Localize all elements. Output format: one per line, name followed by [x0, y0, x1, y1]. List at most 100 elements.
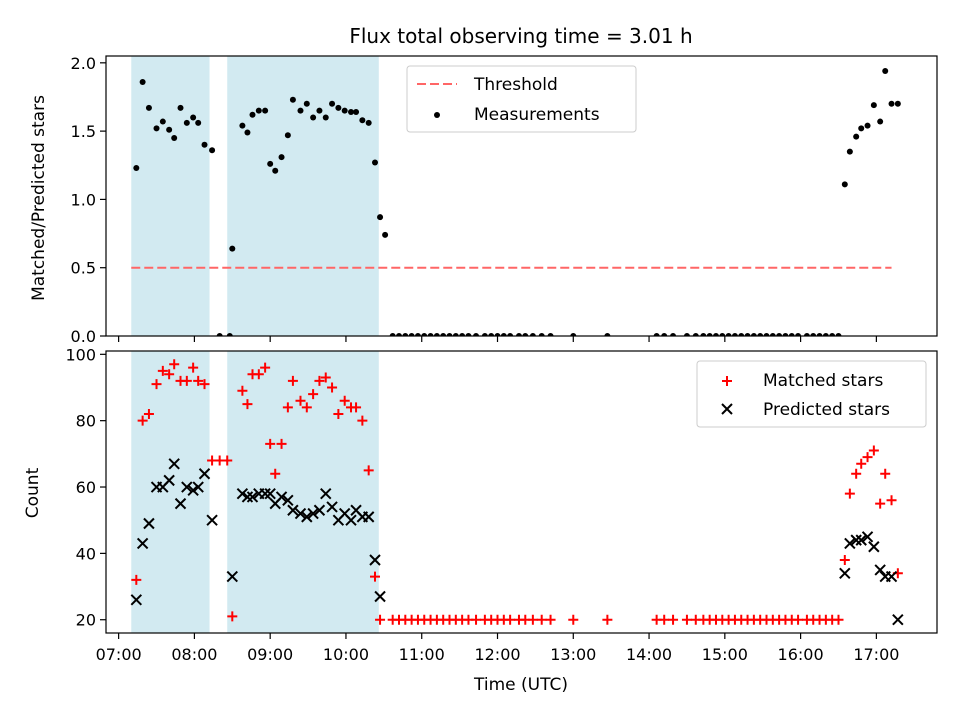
top-series-0-point-43 [402, 333, 409, 336]
top-series-0-point-13 [216, 333, 223, 336]
top-series-0-point-50 [446, 333, 453, 336]
bottom-series-1-point-36 [369, 554, 381, 566]
bottom-series-0-point-1 [137, 415, 148, 426]
bottom-series-1-point-5 [163, 474, 175, 487]
bottom-series-0-point-36 [357, 415, 368, 426]
bottom-series-0-point-95 [851, 468, 862, 479]
top-series-0-point-27 [303, 100, 310, 107]
bottom-series-1-point-40 [850, 534, 862, 546]
top-series-0-point-71 [692, 333, 699, 336]
bottom-series-0-point-93 [839, 555, 850, 566]
bottom-series-1-point-37 [374, 590, 386, 603]
bottom-series-0-point-86 [793, 614, 804, 625]
top-series-0-point-73 [706, 333, 713, 336]
bottom-series-1-point-22 [282, 494, 294, 507]
top-series-0-point-42 [395, 333, 402, 336]
top-series-0-point-25 [289, 96, 296, 103]
bottom-y-tick-label-4: 100 [65, 345, 96, 364]
bottom-series-0-point-9 [188, 362, 199, 373]
bottom-series-0-point-30 [320, 372, 331, 383]
top-series-0-point-41 [389, 333, 396, 336]
bottom-series-0-point-21 [265, 438, 276, 449]
bottom-series-0-point-22 [270, 468, 281, 479]
bottom-series-0-point-24 [282, 402, 293, 413]
x-tick-label-9: 16:00 [778, 645, 824, 664]
bottom-series-0-point-100 [880, 468, 891, 479]
bottom-series-1-point-24 [294, 507, 307, 520]
top-series-0-point-17 [244, 129, 251, 136]
bottom-data-layer [130, 351, 904, 633]
top-series-0-point-39 [377, 214, 384, 221]
bottom-series-1-point-6 [168, 458, 180, 470]
top-series-0-point-58 [500, 333, 507, 336]
top-series-0-point-45 [414, 333, 421, 336]
bottom-series-1-point-42 [861, 531, 874, 543]
bottom-series-1-point-11 [198, 468, 211, 480]
top-series-0-point-65 [570, 333, 577, 336]
top-series-0-point-52 [459, 333, 466, 336]
bottom-series-0-point-65 [602, 614, 613, 625]
top-series-0-point-11 [201, 141, 208, 148]
top-series-0-point-67 [653, 333, 660, 336]
top-y-tick-label-4: 2.0 [71, 54, 96, 73]
legend-predicted-swatch [721, 403, 733, 415]
top-series-0-point-95 [846, 148, 853, 155]
top-series-0-point-68 [661, 333, 668, 336]
top-series-0-point-21 [267, 160, 274, 167]
top-series-0-point-29 [316, 107, 323, 114]
top-legend: Threshold Measurements [406, 65, 637, 133]
top-series-0-point-47 [427, 333, 434, 336]
bottom-series-1-point-35 [362, 511, 375, 523]
bottom-series-1-point-10 [192, 481, 204, 493]
top-series-0-point-6 [171, 134, 178, 141]
bottom-series-0-point-3 [151, 379, 162, 390]
top-series-0-point-4 [159, 118, 166, 125]
bottom-series-0-point-67 [659, 614, 670, 625]
bottom-series-0-point-26 [295, 395, 306, 406]
top-series-0-point-60 [515, 333, 522, 336]
top-series-0-point-100 [877, 118, 884, 125]
top-series-0-point-86 [788, 333, 795, 336]
bottom-series-1-point-15 [241, 491, 254, 503]
legend-measurements-swatch [434, 112, 440, 118]
top-series-0-point-53 [465, 333, 472, 336]
bottom-series-1-point-46 [885, 570, 898, 583]
bottom-series-0-point-38 [370, 571, 381, 582]
bottom-series-1-point-21 [275, 491, 288, 503]
bottom-series-1-point-0 [130, 594, 143, 606]
top-series-0-point-30 [322, 114, 329, 121]
top-series-0-point-9 [190, 114, 197, 121]
top-y-tick-label-2: 1.0 [71, 190, 96, 209]
x-tick-label-0: 07:00 [96, 645, 142, 664]
bottom-series-1-point-23 [287, 504, 299, 516]
top-series-0-point-72 [700, 333, 707, 336]
x-tick-label-5: 12:00 [474, 645, 520, 664]
bottom-series-0-point-23 [276, 438, 287, 449]
top-series-0-point-97 [858, 125, 865, 132]
bottom-series-0-point-96 [856, 458, 867, 469]
bottom-series-1-point-19 [264, 487, 276, 500]
top-data-layer [131, 56, 901, 336]
bottom-series-0-point-94 [844, 488, 855, 499]
bottom-series-0-point-0 [131, 574, 142, 585]
top-series-0-point-48 [433, 333, 440, 336]
top-series-0-point-26 [297, 107, 304, 114]
bottom-shaded-region-0 [131, 351, 210, 633]
bottom-series-0-point-17 [242, 399, 253, 410]
top-series-0-point-103 [894, 100, 901, 107]
top-series-0-point-33 [341, 107, 348, 114]
top-series-0-point-16 [239, 122, 246, 129]
top-series-0-point-76 [725, 333, 732, 336]
bottom-series-1-point-38 [839, 567, 851, 579]
top-series-0-point-80 [750, 333, 757, 336]
bottom-series-0-point-97 [862, 452, 873, 463]
top-series-0-point-81 [757, 333, 764, 336]
top-series-0-point-23 [278, 154, 285, 161]
bottom-y-tick-label-1: 40 [76, 544, 96, 563]
bottom-series-0-point-31 [327, 382, 338, 393]
top-series-0-point-51 [452, 333, 459, 336]
top-series-0-point-98 [864, 122, 871, 129]
bottom-series-1-point-41 [855, 534, 867, 546]
top-series-0-point-61 [522, 333, 529, 336]
top-series-0-point-56 [488, 333, 495, 336]
